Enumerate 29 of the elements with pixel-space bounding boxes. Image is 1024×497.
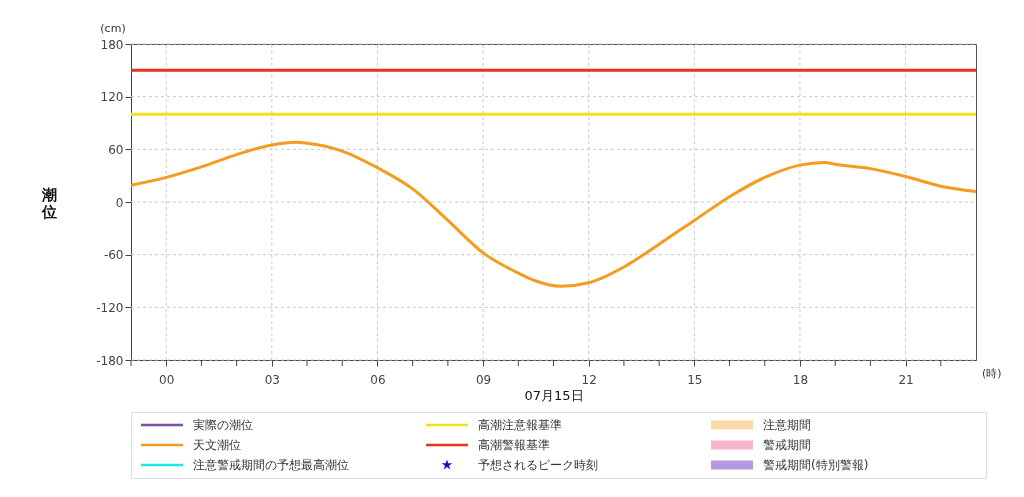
x-tick-label: 03 [264, 372, 280, 387]
y-tick-label: -180 [96, 353, 124, 368]
legend-label: 実際の潮位 [193, 418, 253, 432]
x-tick-label: 21 [898, 372, 914, 387]
text: (時) [982, 367, 1002, 380]
legend-label: 予想されるピーク時刻 [478, 458, 598, 472]
x-axis-title: 07月15日 [524, 387, 584, 403]
y-tick-label: 60 [108, 142, 124, 157]
legend-label: 天文潮位 [193, 438, 241, 452]
legend-label: 高潮注意報基準 [478, 418, 562, 432]
legend-label: 注意警戒期間の予想最高潮位 [193, 458, 349, 472]
legend-label: 注意期間 [763, 418, 811, 432]
x-tick-label: 09 [475, 372, 492, 387]
legend-label: 警戒期間(特別警報) [763, 458, 869, 472]
y-tick-label: 180 [100, 37, 124, 52]
x-tick-label: 12 [581, 372, 597, 387]
y-axis-title: 潮位 [40, 185, 57, 221]
y-tick-label: -120 [96, 300, 124, 315]
x-tick-label: 18 [792, 372, 809, 387]
line-series [129, 140, 978, 288]
legend-label: 高潮警報基準 [478, 438, 550, 452]
legend-label: 警戒期間 [763, 438, 811, 452]
x-tick-label: 06 [370, 372, 386, 387]
text: (cm) [100, 22, 126, 35]
y-tick-label: 120 [100, 90, 124, 105]
y-tick-label: 0 [115, 195, 124, 210]
x-tick-label: 15 [687, 372, 703, 387]
x-tick-label: 00 [159, 372, 175, 387]
y-tick-label: -60 [103, 248, 124, 263]
